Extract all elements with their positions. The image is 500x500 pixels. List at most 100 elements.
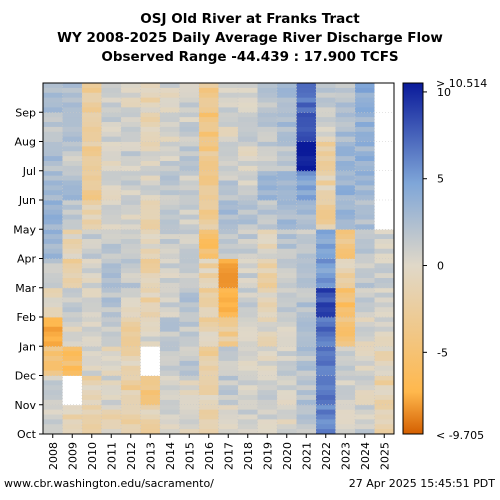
heatmap-cell-2016-Oct xyxy=(199,414,219,420)
heatmap-cell-2020-Jan xyxy=(277,317,297,323)
heatmap-cell-2011-Feb xyxy=(101,292,122,298)
heatmap-cell-2024-Mar xyxy=(355,282,375,289)
heatmap-cell-2020-Mar xyxy=(277,263,297,269)
heatmap-cell-2023-Dec xyxy=(335,360,356,367)
heatmap-cell-2023-Jan xyxy=(335,331,356,337)
heatmap-cell-2016-Mar xyxy=(199,278,219,284)
heatmap-cell-2013-Aug xyxy=(140,136,161,142)
heatmap-cell-2011-Jun xyxy=(101,180,122,186)
heatmap-cell-2020-Nov xyxy=(277,385,297,391)
heatmap-cell-2017-Nov xyxy=(218,375,239,381)
heatmap-cell-2012-Jun xyxy=(121,195,141,201)
heatmap-cell-2025-Jan xyxy=(374,336,395,342)
heatmap-cell-2024-Apr xyxy=(355,253,375,259)
heatmap-cell-2011-Oct xyxy=(101,404,122,411)
heatmap-cell-2014-Sep xyxy=(160,83,180,89)
heatmap-cell-2008-Jul xyxy=(43,156,63,162)
y-tick-label-sep: Sep xyxy=(15,106,36,119)
y-tick-label-jul: Jul xyxy=(22,165,36,178)
heatmap-cell-2010-Feb xyxy=(82,312,102,318)
heatmap-cell-2024-Jun xyxy=(355,175,375,181)
heatmap-cell-2024-Jan xyxy=(355,331,375,337)
heatmap-cell-2011-Apr xyxy=(101,253,122,259)
heatmap-cell-2012-Nov xyxy=(121,390,141,396)
heatmap-cell-2008-Sep xyxy=(43,102,63,108)
heatmap-cell-2009-Oct xyxy=(62,404,83,411)
heatmap-cell-2009-May xyxy=(62,224,83,230)
heatmap-cell-2020-Nov xyxy=(277,395,297,401)
heatmap-cell-2016-Mar xyxy=(199,282,219,289)
heatmap-cell-2010-Jun xyxy=(82,175,102,181)
heatmap-cell-2019-Jan xyxy=(257,341,278,347)
heatmap-cell-2011-Sep xyxy=(101,92,122,99)
heatmap-cell-2020-Sep xyxy=(277,107,297,113)
heatmap-cell-2019-Apr xyxy=(257,253,278,259)
heatmap-cell-2011-Sep xyxy=(101,107,122,113)
chart-title-line-1: OSJ Old River at Franks Tract xyxy=(140,11,360,27)
heatmap-cell-2022-Mar xyxy=(316,263,336,269)
heatmap-cell-2010-Sep xyxy=(82,83,102,89)
heatmap-cell-2016-Apr xyxy=(199,234,219,240)
heatmap-cell-2019-Aug xyxy=(257,117,278,123)
heatmap-cell-2018-Nov xyxy=(238,380,258,386)
heatmap-cell-2009-Feb xyxy=(62,302,83,308)
heatmap-cell-2025-May xyxy=(374,214,395,220)
heatmap-cell-2012-Dec xyxy=(121,365,141,372)
heatmap-cell-2024-Jan xyxy=(355,317,375,323)
heatmap-cell-2017-Jul xyxy=(218,146,239,152)
heatmap-cell-2022-Apr xyxy=(316,243,336,250)
heatmap-cell-2008-May xyxy=(43,224,63,230)
heatmap-cell-2013-Oct xyxy=(140,424,161,430)
heatmap-cell-2015-Apr xyxy=(179,253,200,259)
heatmap-cell-2025-Oct xyxy=(374,414,395,420)
heatmap-cell-2008-Sep xyxy=(43,97,63,103)
heatmap-cell-2013-Aug xyxy=(140,126,161,133)
heatmap-cell-2017-Mar xyxy=(218,268,239,274)
heatmap-cell-2014-Jul xyxy=(160,141,180,147)
heatmap-cell-2024-Dec xyxy=(355,356,375,362)
heatmap-cell-2011-Feb xyxy=(101,307,122,313)
heatmap-cell-2022-Feb xyxy=(316,292,336,298)
x-axis: 2008 2009 2010 2011 2012 2013 2014 2015 2016 2017… xyxy=(47,434,391,470)
heatmap-cell-2009-Feb xyxy=(62,292,83,298)
heatmap-cell-2013-Jun xyxy=(140,180,161,186)
x-tick-label-2013: 2013 xyxy=(144,442,157,470)
x-tick-label-2008: 2008 xyxy=(47,442,60,470)
heatmap-cell-2014-Dec xyxy=(160,365,180,372)
heatmap-cell-2022-May xyxy=(316,219,336,225)
heatmap-cell-2019-Mar xyxy=(257,273,278,279)
heatmap-cell-2017-May xyxy=(218,224,239,230)
heatmap-cell-2008-Jan xyxy=(43,331,63,337)
heatmap-cell-2021-Mar xyxy=(296,282,317,289)
heatmap-cell-2008-Apr xyxy=(43,229,63,235)
heatmap-cell-2016-May xyxy=(199,204,219,211)
heatmap-cell-2020-Aug xyxy=(277,122,297,128)
heatmap-cell-2019-Nov xyxy=(257,390,278,396)
heatmap-cell-2024-Aug xyxy=(355,136,375,142)
heatmap-cell-2025-Jan xyxy=(374,331,395,337)
heatmap-cell-2016-Sep xyxy=(199,97,219,103)
heatmap-cell-2011-Feb xyxy=(101,302,122,308)
heatmap-cell-2022-Mar xyxy=(316,268,336,274)
heatmap-cell-2021-Feb xyxy=(296,297,317,303)
heatmap-cell-2011-Nov xyxy=(101,390,122,396)
heatmap-cell-2012-Jan xyxy=(121,341,141,347)
heatmap-cell-2015-Mar xyxy=(179,263,200,269)
heatmap-cell-2015-Feb xyxy=(179,287,200,294)
heatmap-cell-2019-Feb xyxy=(257,287,278,294)
heatmap-cell-2010-Oct xyxy=(82,429,102,435)
heatmap-cell-2016-Dec xyxy=(199,356,219,362)
heatmap-cell-2023-Apr xyxy=(335,234,356,240)
heatmap-cell-2018-Dec xyxy=(238,351,258,357)
heatmap-cell-2016-Jan xyxy=(199,326,219,333)
heatmap-cell-2009-Jan xyxy=(62,341,83,347)
heatmap-cell-2011-Mar xyxy=(101,273,122,279)
heatmap-cell-2009-Nov xyxy=(62,380,83,386)
heatmap-cell-2015-Nov xyxy=(179,395,200,401)
heatmap-cell-2011-Jan xyxy=(101,317,122,323)
heatmap-cell-2013-Oct xyxy=(140,404,161,411)
heatmap-cell-2022-Nov xyxy=(316,380,336,386)
heatmap-cell-2013-Jan xyxy=(140,336,161,342)
heatmap-cell-2017-Oct xyxy=(218,429,239,435)
heatmap-cell-2018-Feb xyxy=(238,312,258,318)
